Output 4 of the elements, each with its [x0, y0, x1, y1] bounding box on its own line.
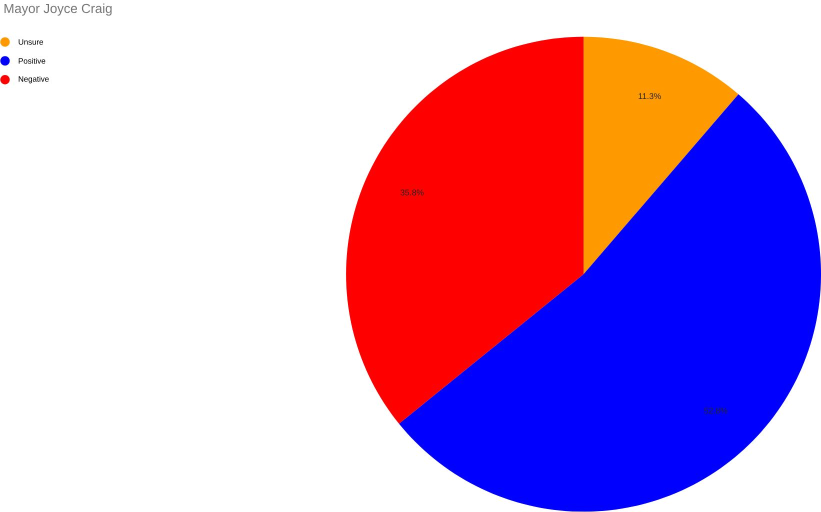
data-label: 11.3% — [638, 93, 661, 100]
data-label: 52.8% — [704, 408, 728, 414]
chart-title: Mayor Joyce Craig — [4, 4, 112, 16]
data-label: 35.8% — [400, 190, 424, 196]
